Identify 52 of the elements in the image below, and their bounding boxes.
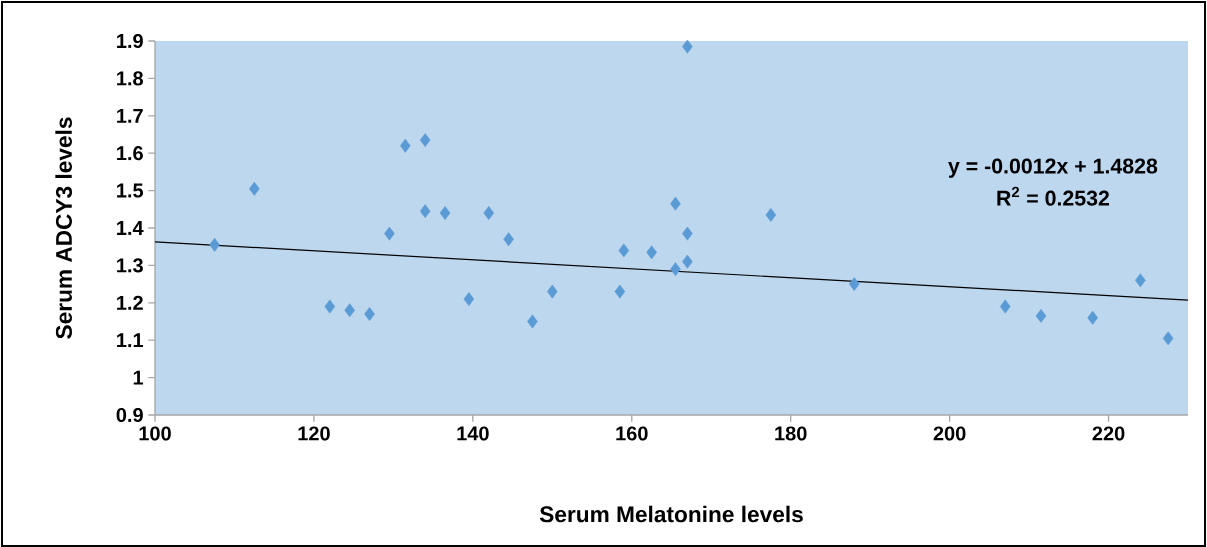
y-tick-label: 1.4 — [117, 221, 144, 235]
y-tick-label: 1.6 — [117, 146, 143, 161]
point — [646, 245, 657, 260]
point — [483, 206, 495, 220]
point — [670, 196, 681, 211]
point — [765, 207, 777, 222]
y-tick-label: 1.2 — [117, 295, 143, 310]
point — [670, 262, 681, 277]
x-tick-label: 140 — [457, 426, 489, 441]
point — [384, 226, 395, 241]
point — [324, 299, 336, 314]
point — [344, 303, 355, 318]
y-tick-label: 1.9 — [117, 33, 143, 49]
x-tick-label: 160 — [616, 426, 648, 441]
point — [1035, 308, 1047, 323]
point — [614, 284, 626, 299]
y-axis-title: Serum ADCY3 levels — [55, 117, 72, 339]
point — [527, 314, 538, 329]
x-axis-title: Serum Melatonine levels — [539, 505, 803, 523]
point — [503, 232, 514, 247]
point — [400, 138, 411, 153]
x-tick-label: 180 — [775, 426, 807, 441]
point — [682, 254, 693, 269]
y-tick-label: 1 — [133, 370, 144, 385]
point — [364, 307, 375, 321]
point — [618, 243, 630, 258]
x-tick-label: 200 — [933, 426, 966, 441]
annotation: y = -0.0012x + 1.4828 — [948, 158, 1158, 178]
point — [999, 299, 1011, 314]
annotation: R$^{2}$ = 0.2532 — [997, 186, 1109, 206]
point — [209, 237, 220, 252]
point — [682, 39, 693, 54]
point — [419, 133, 431, 148]
y-tick-label: 1.7 — [117, 108, 143, 123]
y-tick-label: 1.5 — [117, 183, 144, 198]
point — [1162, 331, 1174, 346]
x-tick-label: 220 — [1092, 426, 1125, 441]
x-tick-label: 120 — [298, 426, 330, 441]
point — [1135, 273, 1146, 288]
y-tick-label: 1.3 — [117, 258, 143, 273]
point — [849, 277, 860, 292]
point — [463, 292, 475, 306]
y-tick-label: 0.9 — [116, 407, 143, 423]
x-tick-label: 100 — [139, 426, 171, 441]
point — [419, 204, 431, 219]
y-tick-label: 1.8 — [117, 71, 143, 86]
point — [682, 226, 693, 241]
point — [439, 206, 451, 220]
point — [249, 181, 260, 196]
y-tick-label: 1.1 — [117, 333, 144, 348]
point — [1087, 310, 1098, 325]
point — [547, 284, 558, 299]
